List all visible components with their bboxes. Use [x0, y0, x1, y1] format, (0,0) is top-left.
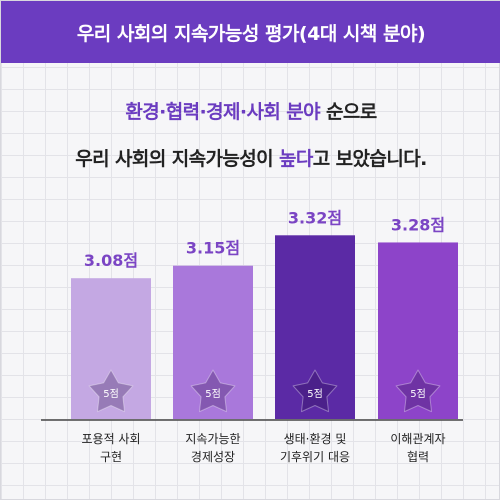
star-badge-label-4: 5점 — [410, 388, 426, 400]
value-label-1: 3.08점 — [84, 251, 138, 270]
value-label-4: 3.28점 — [391, 215, 445, 234]
star-badge-label-3: 5점 — [307, 388, 323, 400]
category-label-1-2: 구현 — [100, 450, 122, 464]
category-label-2-2: 경제성장 — [191, 450, 235, 464]
category-label-4-1: 이해관계자 — [390, 432, 445, 446]
headline-highlight-2: 높다 — [279, 148, 313, 170]
category-label-2-1: 지속가능한 — [185, 432, 240, 446]
header-title: 우리 사회의 지속가능성 평가(4대 시책 분야) — [76, 22, 426, 45]
category-label-1-1: 포용적 사회 — [81, 432, 140, 446]
star-badge-4 — [395, 369, 441, 413]
star-badge-label-1: 5점 — [103, 388, 119, 400]
category-label-3-2: 기후위기 대응 — [280, 450, 350, 464]
headline-text-2b: 고 보았습니다. — [312, 148, 428, 170]
headline-text-2a: 우리 사회의 지속가능성이 — [75, 148, 280, 170]
headline-line-1: 환경·협력·경제·사회 분야 순으로 — [1, 97, 500, 124]
header-banner: 우리 사회의 지속가능성 평가(4대 시책 분야) — [1, 1, 500, 63]
headline-line-2: 우리 사회의 지속가능성이 높다고 보았습니다. — [1, 144, 500, 171]
value-label-2: 3.15점 — [186, 239, 240, 258]
headline-highlight-1: 환경·협력·경제·사회 분야 — [125, 101, 320, 123]
bar-3 — [275, 235, 355, 419]
star-badge-label-2: 5점 — [205, 388, 221, 400]
bar-2 — [173, 265, 253, 419]
star-badge-1 — [88, 369, 134, 413]
star-badge-3 — [292, 369, 338, 413]
bar-4 — [378, 242, 458, 419]
bar-1 — [71, 278, 151, 419]
value-label-3: 3.32점 — [288, 208, 342, 227]
category-label-4-2: 협력 — [407, 450, 429, 464]
category-label-3-1: 생태·환경 및 — [284, 432, 347, 446]
headline-text-1: 순으로 — [320, 101, 377, 123]
star-badge-2 — [190, 369, 236, 413]
